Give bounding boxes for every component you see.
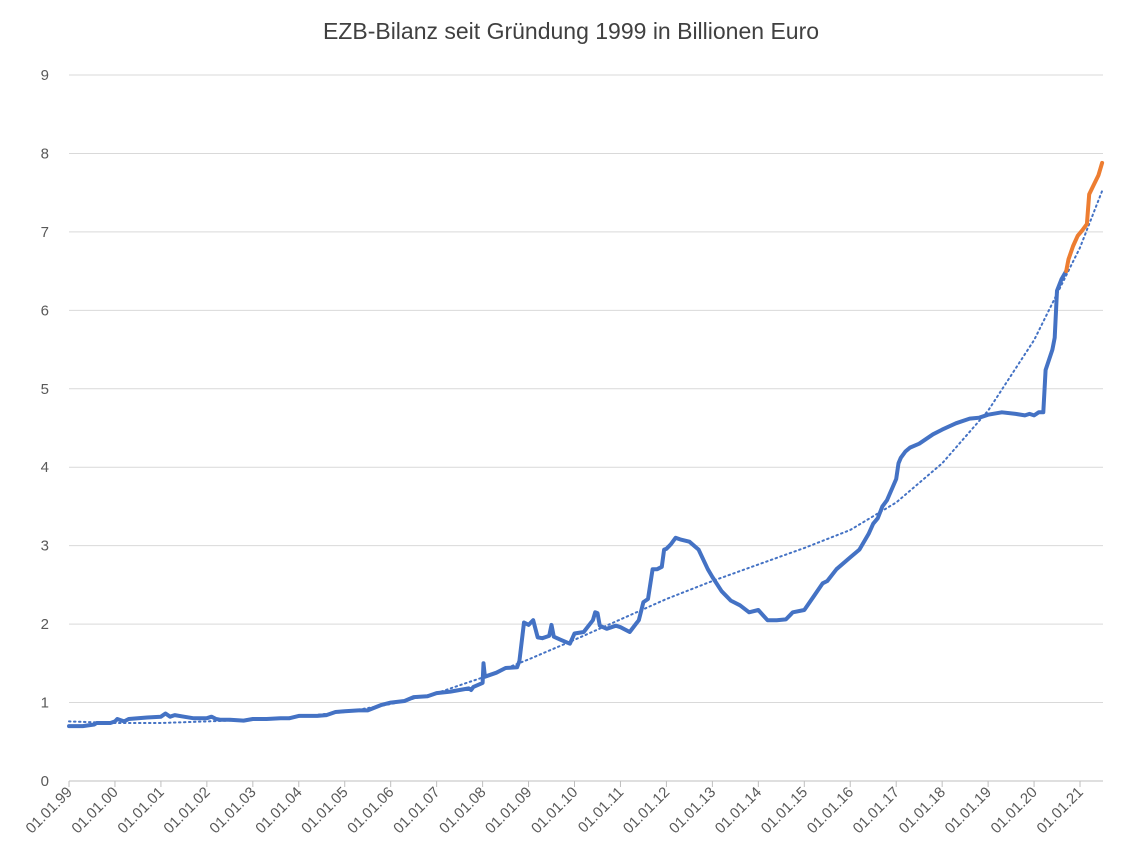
x-tick-label-01.01.16: 01.01.16 xyxy=(804,784,857,837)
x-tick-label-01.01.13: 01.01.13 xyxy=(666,784,719,837)
y-tick-label-9: 9 xyxy=(41,67,49,84)
x-tick-label-01.01.02: 01.01.02 xyxy=(160,784,213,837)
x-tick-label-01.01.12: 01.01.12 xyxy=(620,784,673,837)
x-tick-label-01.01.21: 01.01.21 xyxy=(1034,784,1087,837)
series-line-main xyxy=(67,269,1069,729)
y-tick-labels: 0 1 2 3 4 5 6 7 8 9 xyxy=(41,67,49,790)
x-tick-label-01.01.06: 01.01.06 xyxy=(344,784,397,837)
y-tick-label-3: 3 xyxy=(41,538,49,555)
y-tick-label-0: 0 xyxy=(41,773,49,790)
y-tick-label-6: 6 xyxy=(41,302,49,319)
x-tick-label-01.01.19: 01.01.19 xyxy=(942,784,995,837)
y-tick-label-5: 5 xyxy=(41,381,49,398)
x-tick-labels: 01.01.9901.01.0001.01.0101.01.0201.01.03… xyxy=(23,784,1087,837)
y-tick-label-4: 4 xyxy=(41,459,49,476)
gridlines xyxy=(69,74,1103,704)
y-tick-label-7: 7 xyxy=(41,224,49,241)
x-tick-label-01.01.04: 01.01.04 xyxy=(252,784,305,837)
x-tick-label-01.01.00: 01.01.00 xyxy=(68,784,121,837)
series-line-recent xyxy=(1064,160,1105,274)
x-tick-label-01.01.99: 01.01.99 xyxy=(23,784,76,837)
x-tick-label-01.01.20: 01.01.20 xyxy=(988,784,1041,837)
trend-line xyxy=(68,187,1104,724)
x-tick-label-01.01.11: 01.01.11 xyxy=(575,784,628,837)
x-tick-label-01.01.07: 01.01.07 xyxy=(390,784,443,837)
x-tick-label-01.01.10: 01.01.10 xyxy=(528,784,581,837)
x-tick-label-01.01.17: 01.01.17 xyxy=(850,784,903,837)
x-tick-label-01.01.14: 01.01.14 xyxy=(712,784,765,837)
x-tick-label-01.01.15: 01.01.15 xyxy=(758,784,811,837)
series xyxy=(67,160,1105,729)
axes xyxy=(68,780,1103,787)
chart-title: EZB-Bilanz seit Gründung 1999 in Billion… xyxy=(322,18,820,44)
y-tick-label-1: 1 xyxy=(41,695,49,712)
x-tick-label-01.01.18: 01.01.18 xyxy=(896,784,949,837)
x-tick-label-01.01.09: 01.01.09 xyxy=(482,784,535,837)
x-tick-label-01.01.05: 01.01.05 xyxy=(298,784,351,837)
x-tick-label-01.01.08: 01.01.08 xyxy=(436,784,489,837)
x-tick-label-01.01.01: 01.01.01 xyxy=(114,784,167,837)
x-tick-label-01.01.03: 01.01.03 xyxy=(206,784,259,837)
y-tick-label-2: 2 xyxy=(41,616,49,633)
y-tick-label-8: 8 xyxy=(41,145,49,162)
